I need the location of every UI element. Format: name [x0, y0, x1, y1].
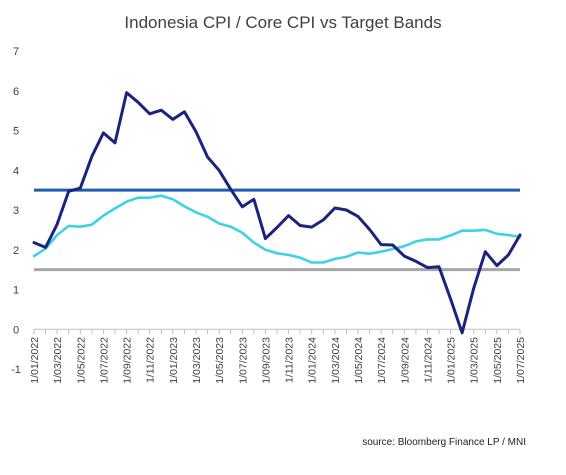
x-tick-label: 1/07/2023 — [237, 337, 249, 384]
x-tick-label: 1/09/2022 — [122, 337, 134, 384]
y-tick-label: -1 — [11, 364, 21, 376]
x-tick-label: 1/09/2024 — [399, 337, 411, 384]
x-tick-label: 1/05/2023 — [214, 337, 226, 384]
x-tick-label: 1/11/2024 — [422, 337, 434, 383]
y-tick-label: 3 — [13, 205, 19, 217]
x-tick-label: 1/11/2022 — [145, 337, 157, 383]
x-tick-label: 1/01/2023 — [168, 337, 180, 384]
x-tick-label: 1/03/2022 — [52, 337, 64, 384]
x-tick-label: 1/05/2022 — [75, 337, 87, 384]
x-tick-label: 1/05/2024 — [353, 337, 365, 384]
x-tick-label: 1/01/2022 — [29, 337, 41, 384]
y-tick-label: 6 — [13, 86, 19, 98]
y-tick-label: 1 — [13, 285, 19, 297]
y-tick-label: 5 — [13, 126, 19, 138]
x-tick-label: 1/03/2023 — [191, 337, 203, 384]
x-tick-label: 1/01/2024 — [307, 337, 319, 384]
x-tick-label: 1/07/2025 — [515, 337, 527, 384]
x-tick-label: 1/09/2023 — [260, 337, 272, 384]
x-tick-label: 1/07/2024 — [376, 337, 388, 384]
x-tick-label: 1/03/2025 — [469, 337, 481, 384]
x-tick-label: 1/07/2022 — [98, 337, 110, 384]
x-tick-label: 1/11/2023 — [284, 337, 296, 383]
x-tick-label: 1/05/2025 — [492, 337, 504, 384]
chart-source: source: Bloomberg Finance LP / MNI — [362, 437, 526, 448]
y-tick-label: 7 — [13, 46, 19, 58]
y-tick-label: 2 — [13, 245, 19, 257]
x-tick-label: 1/01/2025 — [446, 337, 458, 384]
core-cpi-series-line — [32, 194, 522, 264]
x-tick-label: 1/03/2024 — [330, 337, 342, 384]
cpi-series-line — [32, 91, 522, 335]
chart-title: Indonesia CPI / Core CPI vs Target Bands — [124, 13, 442, 32]
y-tick-label: 4 — [13, 165, 19, 177]
y-tick-label: 0 — [13, 324, 19, 336]
